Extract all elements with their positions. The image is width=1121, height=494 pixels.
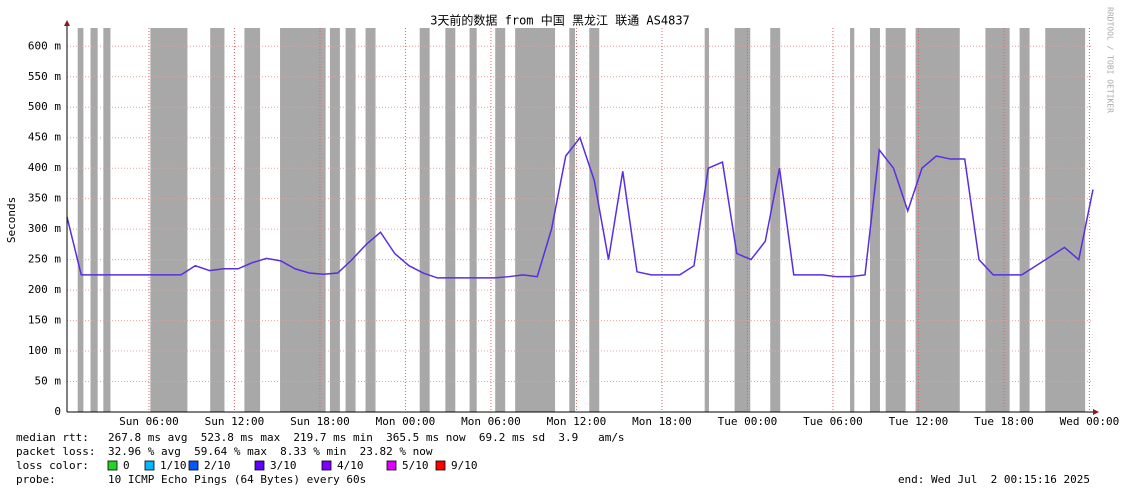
x-tick-label: Mon 00:00 (376, 415, 436, 428)
x-tick-label: Sun 12:00 (205, 415, 265, 428)
loss-band (445, 28, 456, 412)
x-tick-label: Mon 12:00 (547, 415, 607, 428)
loss-band (150, 28, 188, 412)
footer-label: loss color: (16, 459, 89, 472)
loss-band (365, 28, 376, 412)
loss-band (569, 28, 576, 412)
x-tick-label: Sun 06:00 (119, 415, 179, 428)
end-time: end: Wed Jul 2 00:15:16 2025 (898, 473, 1090, 486)
footer-label: probe: (16, 473, 56, 486)
watermark: RRDTOOL / TOBI OETIKER (1106, 7, 1115, 113)
legend-swatch (107, 460, 118, 471)
x-tick-label: Tue 18:00 (974, 415, 1034, 428)
y-tick-label: 200 m (28, 283, 61, 296)
x-tick-label: Mon 06:00 (461, 415, 521, 428)
y-tick-label: 550 m (28, 70, 61, 83)
legend-label: 3/10 (270, 459, 297, 472)
footer-label: packet loss: (16, 445, 95, 458)
legend-label: 1/10 (160, 459, 187, 472)
legend-label: 2/10 (204, 459, 231, 472)
loss-band (210, 28, 225, 412)
loss-band (469, 28, 477, 412)
loss-band (103, 28, 111, 412)
legend-swatch (144, 460, 155, 471)
plot-area (66, 28, 1094, 413)
y-tick-label: 500 m (28, 100, 61, 113)
legend-label: 5/10 (402, 459, 429, 472)
legend-label: 9/10 (451, 459, 478, 472)
loss-band (770, 28, 781, 412)
legend-swatch (321, 460, 332, 471)
legend-swatch (435, 460, 446, 471)
loss-band (985, 28, 1010, 412)
x-tick-label: Sun 18:00 (290, 415, 350, 428)
loss-band (495, 28, 506, 412)
x-tick-label: Wed 00:00 (1060, 415, 1120, 428)
y-tick-label: 450 m (28, 131, 61, 144)
footer-text: 10 ICMP Echo Pings (64 Bytes) every 60s (108, 473, 366, 486)
x-tick-label: Mon 18:00 (632, 415, 692, 428)
chart-title: 3天前的数据 from 中国 黑龙江 联通 AS4837 (430, 13, 690, 28)
footer-text: 267.8 ms avg 523.8 ms max 219.7 ms min 3… (108, 431, 625, 444)
footer-label: median rtt: (16, 431, 89, 444)
y-tick-label: 400 m (28, 161, 61, 174)
y-tick-label: 300 m (28, 222, 61, 235)
x-arrow (1093, 409, 1099, 415)
median-line (66, 136, 1094, 279)
loss-band (90, 28, 98, 412)
legend-label: 0 (123, 459, 130, 472)
legend-swatch (386, 460, 397, 471)
y-tick-label: 0 (54, 405, 61, 418)
y-tick-label: 150 m (28, 314, 61, 327)
footer-text: 32.96 % avg 59.64 % max 8.33 % min 23.82… (108, 445, 433, 458)
y-tick-label: 600 m (28, 39, 61, 52)
loss-band (345, 28, 356, 412)
loss-band (77, 28, 84, 412)
loss-band (329, 28, 340, 412)
loss-band (244, 28, 261, 412)
loss-band (1019, 28, 1030, 412)
y-tick-label: 100 m (28, 344, 61, 357)
y-tick-label: 350 m (28, 192, 61, 205)
loss-band (280, 28, 326, 412)
legend-label: 4/10 (337, 459, 364, 472)
legend-swatch (254, 460, 265, 471)
loss-band (885, 28, 906, 412)
loss-band (515, 28, 556, 412)
y-tick-label: 50 m (35, 375, 62, 388)
x-tick-label: Tue 12:00 (889, 415, 949, 428)
x-tick-label: Tue 06:00 (803, 415, 863, 428)
x-tick-label: Tue 00:00 (718, 415, 778, 428)
loss-band (850, 28, 855, 412)
y-tick-label: 250 m (28, 253, 61, 266)
loss-band (1045, 28, 1086, 412)
y-axis-label: Seconds (5, 197, 18, 243)
legend-swatch (188, 460, 199, 471)
y-arrow (64, 20, 70, 26)
loss-band (419, 28, 430, 412)
loss-band (589, 28, 600, 412)
loss-band (915, 28, 960, 412)
loss-band (869, 28, 880, 412)
loss-band (734, 28, 751, 412)
loss-band (704, 28, 709, 412)
